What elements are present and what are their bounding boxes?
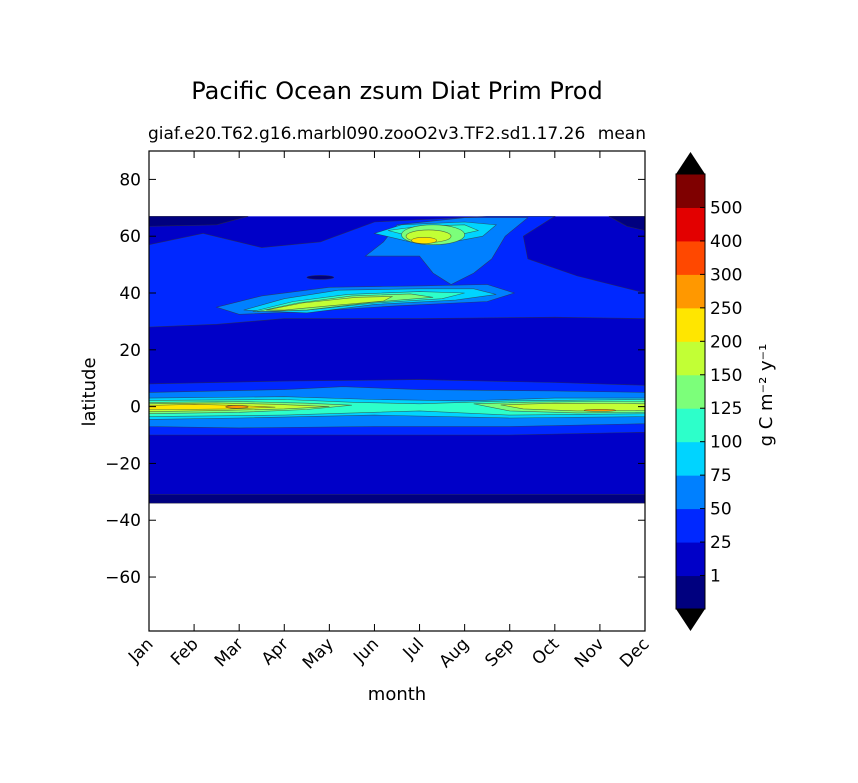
colorbar-segment [676, 207, 705, 242]
colorbar-tick-label: 50 [710, 500, 732, 520]
contour-equatorial-200-east [500, 402, 645, 412]
x-tick-label: Jul [399, 634, 428, 663]
colorbar-segment [676, 374, 705, 409]
y-axis-label: latitude [79, 357, 100, 426]
y-tick-label: 80 [119, 170, 141, 190]
x-tick-label: Apr [258, 634, 293, 669]
x-tick-label: Jan [124, 634, 157, 667]
y-axis: 80 60 40 20 0 −20 −40 −60 [105, 170, 645, 588]
colorbar-segment [676, 575, 705, 610]
colorbar-tick-label: 300 [710, 265, 742, 285]
contour-low-patch [306, 275, 335, 280]
colorbar-segment [676, 174, 705, 208]
colorbar-extend-top [676, 152, 705, 174]
colorbar-segment [676, 240, 705, 275]
x-axis-label: month [368, 684, 426, 705]
x-tick-label: Jun [349, 634, 383, 668]
y-tick-label: −60 [105, 568, 141, 588]
colorbar-tick-label: 100 [710, 433, 742, 453]
colorbar-tick-label: 75 [710, 466, 732, 486]
x-tick-label: Feb [167, 634, 202, 669]
y-tick-label: 0 [130, 398, 141, 418]
y-tick-label: −20 [105, 454, 141, 474]
contour-low-nw [149, 216, 249, 227]
x-tick-label: Dec [616, 634, 653, 671]
colorbar-segment [676, 441, 705, 476]
colorbar-segment [676, 307, 705, 342]
x-tick-label: Oct [528, 634, 563, 669]
chart-subtitle-right: mean [598, 124, 646, 144]
colorbar-segment [676, 274, 705, 309]
colorbar-segment [676, 341, 705, 376]
x-tick-label: Aug [436, 634, 474, 672]
colorbar-segment [676, 508, 705, 543]
contour-low-ne [608, 216, 645, 231]
contour-north-250 [411, 237, 437, 244]
colorbar-tick-label: 200 [710, 332, 742, 352]
x-tick-label: Sep [481, 634, 518, 671]
colorbar-tick-label: 150 [710, 366, 742, 386]
colorbar-tick-label: 1 [710, 567, 721, 587]
plot-frame [148, 150, 646, 632]
colorbar-tick-label: 400 [710, 232, 742, 252]
colorbar-tick-label: 250 [710, 299, 742, 319]
contour-equatorial-300-west [225, 405, 249, 409]
contour-kuroshio-200 [266, 296, 393, 311]
colorbar-extend-bottom [676, 609, 705, 631]
contour-plot [149, 216, 645, 504]
colorbar-frame [675, 173, 706, 610]
chart-subtitle-left: giaf.e20.T62.g16.marbl090.zooO2v3.TF2.sd… [148, 124, 585, 144]
colorbar-segment [676, 408, 705, 443]
y-tick-label: 20 [119, 341, 141, 361]
x-tick-label: Nov [571, 634, 609, 672]
contour-equatorial-300-east [583, 409, 616, 412]
chart-title: Pacific Ocean zsum Diat Prim Prod [191, 77, 602, 105]
colorbar-tick-label: 25 [710, 533, 732, 553]
colorbar-segment [676, 542, 705, 577]
x-tick-label: May [299, 634, 338, 673]
colorbar-tick-label: 125 [710, 399, 742, 419]
x-tick-label: Mar [211, 634, 248, 671]
y-tick-label: −40 [105, 511, 141, 531]
colorbar-segment [676, 475, 705, 510]
y-tick-label: 60 [119, 227, 141, 247]
colorbar-tick-label: 500 [710, 198, 742, 218]
y-tick-label: 40 [119, 284, 141, 304]
contour-low-south [149, 494, 645, 504]
colorbar-label: g C m⁻² y⁻¹ [756, 344, 777, 447]
